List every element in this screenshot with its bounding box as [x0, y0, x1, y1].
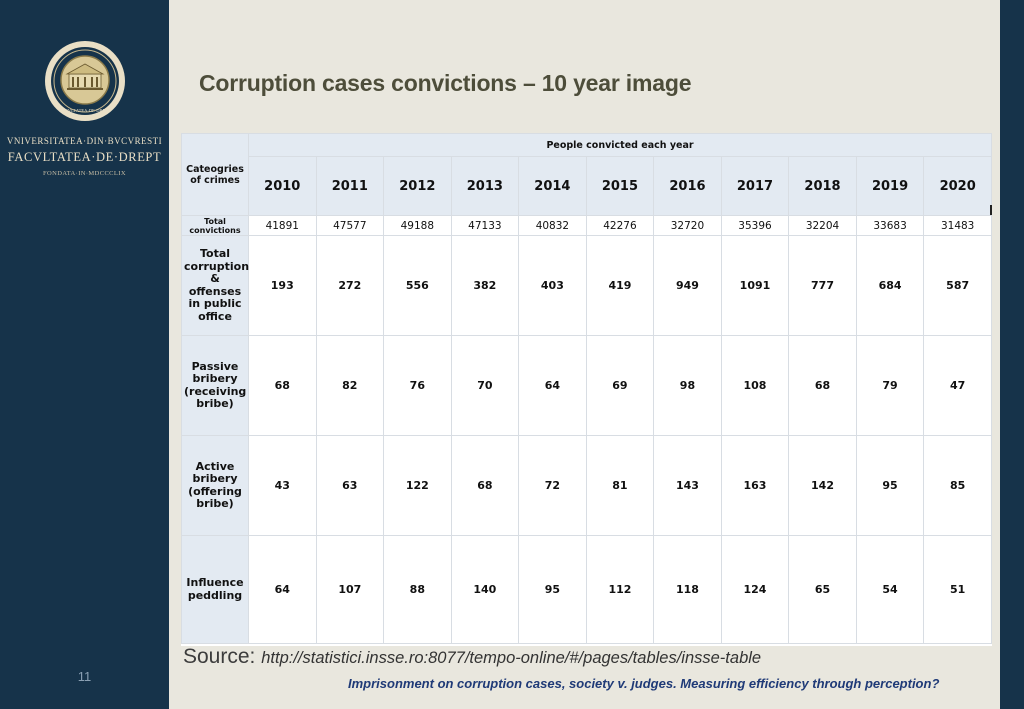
table-cell: 143	[653, 435, 722, 536]
slide-caption: Imprisonment on corruption cases, societ…	[348, 676, 940, 691]
year-header: 2019	[855, 156, 925, 216]
table-cell: 31483	[923, 215, 992, 236]
table-cell: 72	[518, 435, 587, 536]
year-header: 2018	[788, 156, 857, 216]
row-label: Active bribery (offering bribe)	[181, 435, 249, 536]
group-header: People convicted each year	[248, 133, 992, 157]
table-cell: 54	[855, 535, 925, 644]
table-cell: 108	[720, 335, 790, 436]
page-number: 11	[77, 669, 92, 684]
year-header: 2015	[585, 156, 655, 216]
table-cell: 98	[653, 335, 722, 436]
table-cell: 124	[720, 535, 790, 644]
table-cell: 107	[315, 535, 385, 644]
table-cell: 68	[788, 335, 857, 436]
table-row-total-corruption: Total corruption & offenses in public of…	[181, 235, 992, 336]
table-cell: 81	[585, 435, 655, 536]
table-cell: 47577	[315, 215, 385, 236]
table-cell: 68	[450, 435, 520, 536]
university-seal-logo: FACVLTATEA·DE·DREPT	[45, 41, 125, 121]
year-header: 2014	[518, 156, 587, 216]
table-row-influence-peddling: Influence peddling 64 107 88 140 95 112 …	[181, 535, 992, 644]
table-cell: 43	[248, 435, 317, 536]
table-cell: 95	[518, 535, 587, 644]
table-cell: 64	[518, 335, 587, 436]
table-cell: 949	[653, 235, 722, 336]
table-cell: 777	[788, 235, 857, 336]
table-cell: 82	[315, 335, 385, 436]
table-cell: 1091	[720, 235, 790, 336]
convictions-table-container: Cateogries of crimes People convicted ea…	[181, 133, 992, 646]
table-cell: 118	[653, 535, 722, 644]
table-cell: 587	[923, 235, 992, 336]
year-header: 2011	[315, 156, 385, 216]
table-cell: 51	[923, 535, 992, 644]
table-cell: 47133	[450, 215, 520, 236]
sidebar: FACVLTATEA·DE·DREPT VNIVERSITATEA·DIN·BV…	[0, 0, 169, 709]
source-link[interactable]: http://statistici.insse.ro:8077/tempo-on…	[261, 649, 762, 667]
table-cell: 40832	[518, 215, 587, 236]
table-cell: 193	[248, 235, 317, 336]
table-row-passive-bribery: Passive bribery (receiving bribe) 68 82 …	[181, 335, 992, 436]
table-edge-mark	[990, 205, 992, 215]
table-cell: 49188	[383, 215, 452, 236]
table-cell: 85	[923, 435, 992, 536]
table-cell: 64	[248, 535, 317, 644]
faculty-name: FACVLTATEA·DE·DREPT	[7, 150, 162, 164]
table-cell: 63	[315, 435, 385, 536]
row-label: Total corruption & offenses in public of…	[181, 235, 249, 336]
table-cell: 70	[450, 335, 520, 436]
table-cell: 684	[855, 235, 925, 336]
table-cell: 68	[248, 335, 317, 436]
year-header: 2017	[720, 156, 790, 216]
row-label: Total convictions	[181, 215, 249, 236]
table-cell: 122	[383, 435, 452, 536]
table-cell: 32720	[653, 215, 722, 236]
table-cell: 32204	[788, 215, 857, 236]
year-header: 2020	[923, 156, 992, 216]
table-cell: 112	[585, 535, 655, 644]
table-cell: 163	[720, 435, 790, 536]
table-cell: 88	[383, 535, 452, 644]
svg-text:FACVLTATEA·DE·DREPT: FACVLTATEA·DE·DREPT	[59, 108, 110, 113]
row-label: Passive bribery (receiving bribe)	[181, 335, 249, 436]
table-cell: 76	[383, 335, 452, 436]
year-header: 2013	[450, 156, 520, 216]
slide-title: Corruption cases convictions – 10 year i…	[199, 70, 692, 96]
founded-line: FONDATA·IN·MDCCCLIX	[43, 170, 126, 177]
year-header: 2010	[248, 156, 317, 216]
table-cell: 95	[855, 435, 925, 536]
table-row-total-convictions: Total convictions 41891 47577 49188 4713…	[181, 215, 992, 236]
table-cell: 47	[923, 335, 992, 436]
source-line: Source: http://statistici.insse.ro:8077/…	[183, 645, 761, 669]
table-cell: 35396	[720, 215, 790, 236]
category-header: Cateogries of crimes	[181, 133, 249, 216]
university-name: VNIVERSITATEA·DIN·BVCVRESTI	[6, 136, 163, 146]
table-row-active-bribery: Active bribery (offering bribe) 43 63 12…	[181, 435, 992, 536]
table-cell: 41891	[248, 215, 317, 236]
table-cell: 65	[788, 535, 857, 644]
table-cell: 142	[788, 435, 857, 536]
table-cell: 42276	[585, 215, 655, 236]
right-edge-strip	[1000, 0, 1024, 709]
table-cell: 33683	[855, 215, 925, 236]
table-cell: 382	[450, 235, 520, 336]
table-cell: 140	[450, 535, 520, 644]
table-cell: 272	[315, 235, 385, 336]
table-cell: 79	[855, 335, 925, 436]
table-cell: 69	[585, 335, 655, 436]
table-cell: 419	[585, 235, 655, 336]
row-label: Influence peddling	[181, 535, 249, 644]
convictions-table: Cateogries of crimes People convicted ea…	[181, 133, 992, 644]
table-cell: 556	[383, 235, 452, 336]
source-label: Source:	[183, 645, 256, 668]
table-cell: 403	[518, 235, 587, 336]
year-header: 2016	[653, 156, 722, 216]
year-header: 2012	[383, 156, 452, 216]
